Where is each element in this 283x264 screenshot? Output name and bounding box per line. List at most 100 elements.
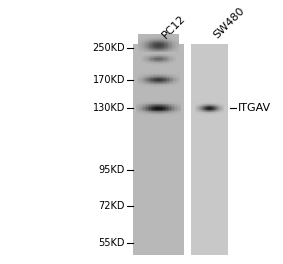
Bar <box>200 107 201 108</box>
Bar <box>148 110 149 111</box>
Bar <box>165 46 167 47</box>
Bar <box>177 48 179 49</box>
Bar <box>142 59 143 60</box>
Bar <box>161 80 163 81</box>
Bar <box>222 105 223 106</box>
Bar <box>161 78 163 79</box>
Bar <box>165 114 166 115</box>
Bar <box>158 58 160 59</box>
Bar <box>166 52 167 53</box>
Bar <box>177 111 178 112</box>
Bar <box>154 109 155 110</box>
Bar <box>165 105 166 106</box>
Bar <box>213 114 215 115</box>
Bar <box>138 50 140 51</box>
Bar <box>150 49 152 50</box>
Bar <box>223 102 224 103</box>
Bar <box>175 50 176 51</box>
Bar <box>142 55 143 56</box>
Bar <box>180 102 181 103</box>
Bar <box>213 103 215 104</box>
Bar <box>151 84 153 85</box>
Bar <box>156 58 157 59</box>
Bar <box>174 80 176 81</box>
Bar <box>148 42 149 43</box>
Bar <box>163 60 164 61</box>
Bar <box>147 62 148 63</box>
Bar <box>174 79 176 80</box>
Bar <box>164 82 166 83</box>
Bar <box>141 52 142 53</box>
Bar <box>174 104 175 105</box>
Bar <box>220 104 221 105</box>
Bar <box>216 111 217 112</box>
Bar <box>153 45 155 46</box>
Bar <box>165 42 167 43</box>
Bar <box>138 49 140 50</box>
Bar <box>150 80 151 81</box>
Bar <box>149 53 150 54</box>
Bar <box>166 115 168 116</box>
Bar <box>199 107 200 108</box>
Bar <box>155 56 156 57</box>
Bar <box>221 107 222 108</box>
Bar <box>157 35 158 36</box>
Bar <box>177 74 179 75</box>
Bar <box>141 38 142 39</box>
Bar <box>169 114 171 115</box>
Bar <box>164 54 165 55</box>
Bar <box>140 48 141 49</box>
Bar <box>201 107 203 108</box>
Bar <box>196 103 197 104</box>
Bar <box>161 56 162 57</box>
Bar <box>147 76 148 77</box>
Bar <box>150 58 151 59</box>
Bar <box>143 56 145 57</box>
Bar <box>153 79 154 80</box>
Bar <box>153 43 155 45</box>
Bar <box>167 38 168 39</box>
Bar <box>222 112 223 113</box>
Bar <box>158 104 160 105</box>
Bar <box>140 73 141 74</box>
Bar <box>203 103 205 104</box>
Bar <box>161 34 162 35</box>
Bar <box>177 56 179 57</box>
Bar <box>145 34 146 35</box>
Bar <box>165 102 166 103</box>
Bar <box>140 107 142 108</box>
Bar <box>207 103 209 104</box>
Bar <box>141 60 142 61</box>
Bar <box>171 85 173 86</box>
Bar <box>148 104 149 105</box>
Bar <box>162 103 163 104</box>
Bar <box>198 106 199 107</box>
Bar <box>168 114 169 115</box>
Bar <box>157 86 158 87</box>
Bar <box>136 109 137 110</box>
Bar <box>213 108 215 109</box>
Bar <box>153 51 155 53</box>
Bar <box>138 77 140 78</box>
Bar <box>167 57 168 58</box>
Bar <box>177 36 179 38</box>
Bar <box>147 60 148 61</box>
Bar <box>174 64 175 65</box>
Bar <box>148 60 149 61</box>
Bar <box>166 86 167 87</box>
Bar <box>151 54 153 55</box>
Bar <box>169 63 170 64</box>
Bar <box>156 42 157 43</box>
Bar <box>157 50 158 51</box>
Bar <box>166 84 167 85</box>
Bar <box>166 114 168 115</box>
Bar <box>160 39 161 40</box>
Bar <box>142 42 143 43</box>
Bar <box>163 115 165 116</box>
Bar <box>160 78 161 79</box>
Bar <box>161 62 162 63</box>
Bar <box>150 57 151 58</box>
Bar <box>150 50 152 51</box>
Bar <box>205 112 207 113</box>
Bar <box>156 56 157 57</box>
